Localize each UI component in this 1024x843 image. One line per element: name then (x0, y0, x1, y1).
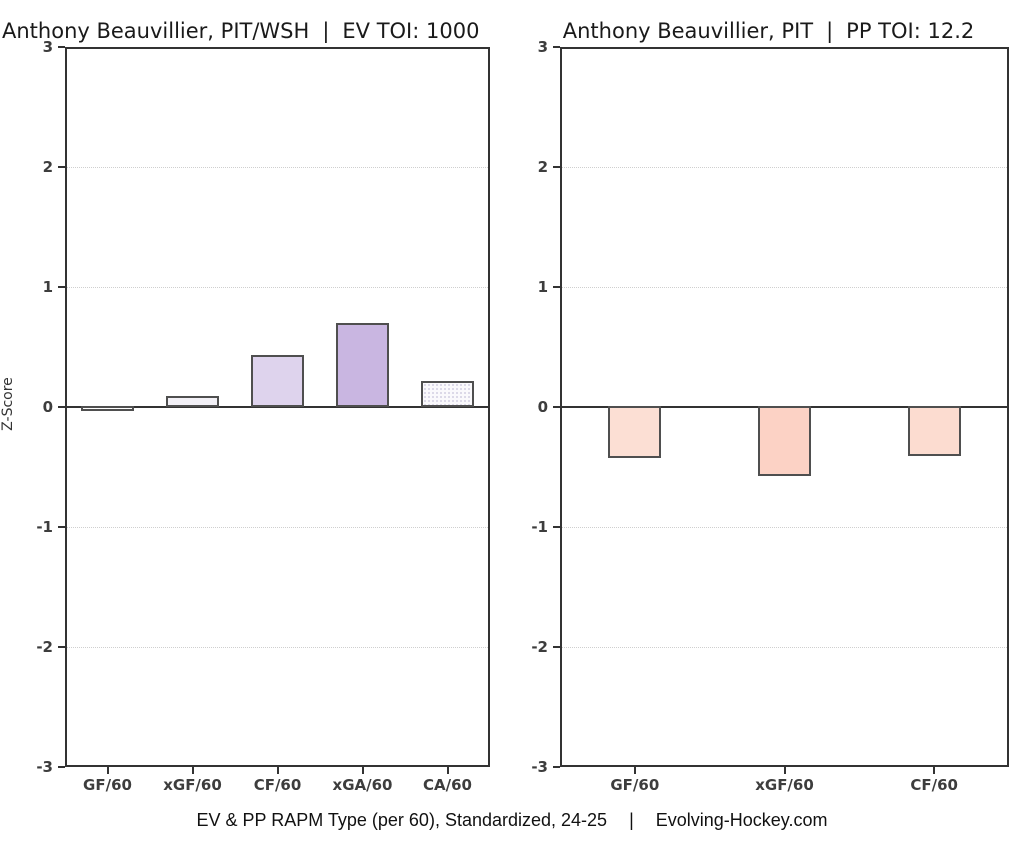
y-axis-tick (553, 406, 560, 408)
x-tick-label: xGF/60 (755, 776, 814, 794)
y-axis-tick (58, 46, 65, 48)
pp-chart-title: Anthony Beauvillier, PIT | PP TOI: 12.2 (513, 16, 1024, 46)
pp-title-player: Anthony Beauvillier, PIT (562, 19, 814, 43)
y-tick-label: 1 (537, 278, 548, 296)
ev-title-stat: EV TOI: 1000 (342, 19, 480, 43)
bar-xgf60 (758, 406, 811, 476)
bar-cf60 (907, 406, 961, 457)
x-axis-tick (106, 767, 109, 774)
caption-right: Evolving-Hockey.com (655, 810, 828, 830)
y-tick-label: 2 (42, 158, 53, 176)
y-axis-tick (553, 526, 560, 528)
bar-ca60 (421, 380, 474, 407)
caption-separator: | (629, 810, 634, 830)
figure-caption: EV & PP RAPM Type (per 60), Standardized… (0, 810, 1024, 831)
x-axis-tick (933, 767, 936, 774)
y-tick-label: 3 (42, 38, 53, 56)
bar-gf60 (81, 406, 134, 411)
zero-baseline (65, 406, 490, 408)
grid-line-y1 (560, 287, 1009, 288)
x-tick-label: xGA/60 (332, 776, 393, 794)
grid-line-y-2 (560, 647, 1009, 648)
y-tick-label: 3 (537, 38, 548, 56)
y-axis-tick (553, 766, 560, 768)
grid-line-y-1 (560, 527, 1009, 528)
x-tick-label: CF/60 (910, 776, 958, 794)
x-axis-tick (191, 767, 194, 774)
bar-xgf60 (166, 396, 219, 407)
y-axis-tick (58, 406, 65, 408)
x-axis-tick (276, 767, 279, 774)
bar-cf60 (251, 355, 304, 407)
pp-title-separator: | (826, 19, 834, 43)
x-axis-tick (361, 767, 364, 774)
x-tick-label: GF/60 (83, 776, 132, 794)
grid-line-y-1 (65, 527, 490, 528)
x-tick-label: CA/60 (423, 776, 472, 794)
plot-area-border (65, 47, 490, 767)
x-axis-tick (783, 767, 786, 774)
y-tick-label: 1 (42, 278, 53, 296)
y-axis-tick (553, 286, 560, 288)
bar-gf60 (608, 406, 662, 458)
ev-chart-title: Anthony Beauvillier, PIT/WSH | EV TOI: 1… (0, 16, 515, 46)
grid-line-y-2 (65, 647, 490, 648)
caption-left: EV & PP RAPM Type (per 60), Standardized… (196, 810, 608, 830)
bar-xga60 (336, 323, 389, 407)
plot-area-border (560, 47, 1009, 767)
y-axis-tick (553, 646, 560, 648)
pp-title-stat: PP TOI: 12.2 (846, 19, 975, 43)
y-axis-tick (553, 46, 560, 48)
grid-line-y1 (65, 287, 490, 288)
x-tick-label: xGF/60 (163, 776, 222, 794)
x-tick-label: GF/60 (610, 776, 660, 794)
y-axis-tick (58, 646, 65, 648)
y-tick-label: -3 (36, 758, 53, 776)
y-tick-label: 0 (42, 398, 53, 416)
y-axis-tick (553, 166, 560, 168)
y-tick-label: -1 (531, 518, 548, 536)
y-axis-tick (58, 526, 65, 528)
ev-title-separator: | (322, 19, 330, 43)
y-axis-tick (58, 766, 65, 768)
x-axis-tick (446, 767, 449, 774)
x-axis-tick (633, 767, 636, 774)
y-tick-label: -1 (36, 518, 53, 536)
y-tick-label: 0 (537, 398, 548, 416)
grid-line-y2 (560, 167, 1009, 168)
ev-title-player: Anthony Beauvillier, PIT/WSH (2, 19, 310, 43)
y-tick-label: -2 (531, 638, 548, 656)
y-tick-label: -2 (36, 638, 53, 656)
y-axis-tick (58, 286, 65, 288)
x-tick-label: CF/60 (253, 776, 302, 794)
y-axis-tick (58, 166, 65, 168)
grid-line-y2 (65, 167, 490, 168)
y-tick-label: 2 (537, 158, 548, 176)
y-tick-label: -3 (531, 758, 548, 776)
